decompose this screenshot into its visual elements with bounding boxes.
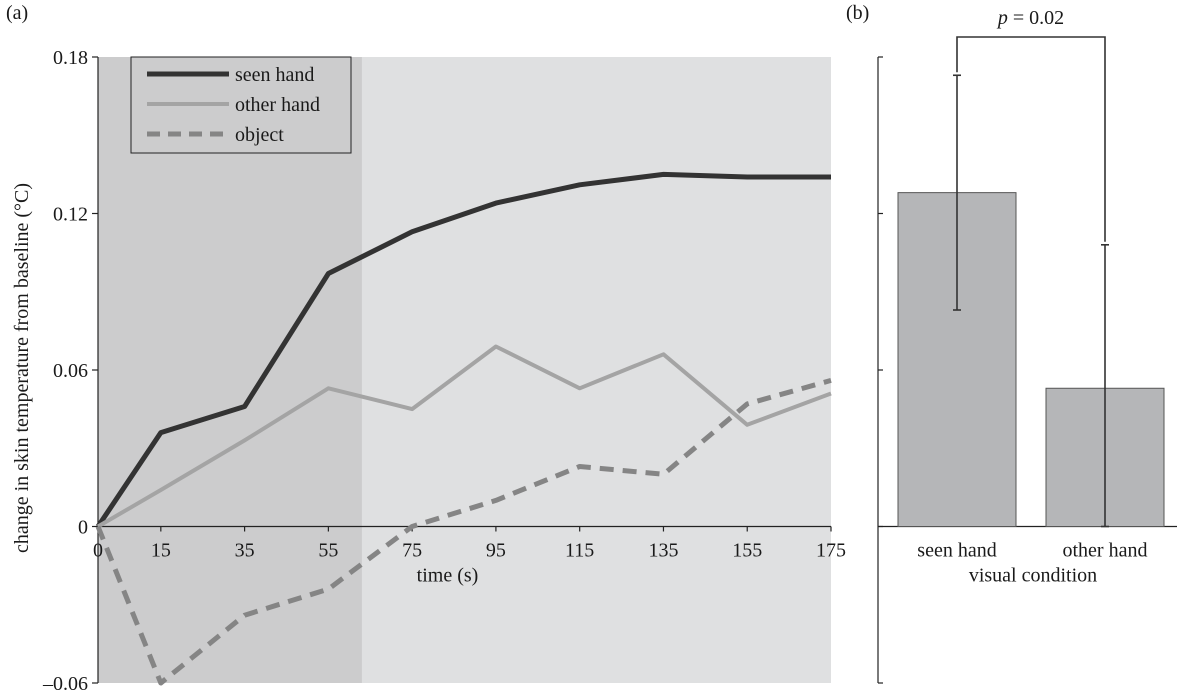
legend-label-object: object [235, 124, 284, 146]
legend-label-seen-hand: seen hand [235, 64, 314, 86]
x-tick-label-a: 95 [486, 540, 506, 562]
legend-label-other-hand: other hand [235, 94, 320, 116]
significance-label: p = 0.02 [996, 7, 1064, 29]
y-tick-label-a: 0.18 [53, 47, 88, 69]
x-tick-label-a: 155 [732, 540, 762, 562]
y-axis-label-a: change in skin temperature from baseline… [11, 183, 33, 553]
x-tick-label-a: 35 [235, 540, 255, 562]
plot-background-baseline [98, 57, 362, 683]
x-tick-label-a: 75 [402, 540, 422, 562]
significance-bracket [956, 36, 1106, 242]
x-axis-label-a: time (s) [417, 565, 479, 587]
x-tick-label-a: 115 [565, 540, 594, 562]
x-tick-label-a: 175 [816, 540, 846, 562]
panel-b-label: (b) [846, 2, 870, 24]
y-tick-label-a: 0 [78, 517, 88, 539]
panel-a-label: (a) [6, 2, 29, 24]
x-tick-label-b: seen hand [917, 540, 996, 562]
x-tick-label-a: 15 [151, 540, 171, 562]
series-line-other-hand [96, 344, 832, 529]
x-tick-label-b: other hand [1063, 540, 1148, 562]
series-line-object [95, 377, 832, 686]
x-tick-label-a: 0 [93, 540, 103, 562]
y-tick-label-a: 0.06 [53, 360, 88, 382]
x-tick-label-a: 55 [318, 540, 338, 562]
series-line-seen-hand [95, 171, 831, 528]
y-tick-label-a: –0.06 [42, 673, 88, 693]
y-tick-label-a: 0.12 [53, 204, 88, 226]
x-axis-label-b: visual condition [969, 565, 1097, 587]
legend-box [130, 56, 352, 154]
x-tick-label-a: 135 [648, 540, 678, 562]
